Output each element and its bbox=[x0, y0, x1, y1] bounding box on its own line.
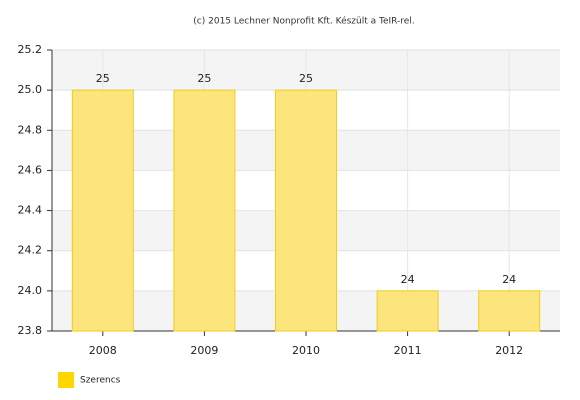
legend-swatch bbox=[58, 372, 74, 388]
x-tick-label: 2012 bbox=[495, 344, 523, 357]
x-tick-label: 2008 bbox=[89, 344, 117, 357]
bar bbox=[275, 89, 337, 332]
y-tick-label: 24.0 bbox=[18, 284, 43, 297]
x-tick-label: 2009 bbox=[190, 344, 218, 357]
y-tick-label: 24.2 bbox=[18, 244, 43, 257]
y-tick-label: 25.2 bbox=[18, 43, 43, 56]
x-tick-label: 2011 bbox=[394, 344, 422, 357]
legend-label: Szerencs bbox=[80, 376, 121, 386]
data-label: 25 bbox=[96, 72, 110, 85]
y-tick-label: 25.0 bbox=[18, 83, 43, 96]
chart-title: (c) 2015 Lechner Nonprofit Kft. Készült … bbox=[193, 16, 414, 27]
y-tick-label: 24.8 bbox=[18, 123, 43, 136]
y-tick-label: 24.6 bbox=[18, 163, 43, 176]
data-label: 25 bbox=[299, 72, 313, 85]
y-tick-label: 23.8 bbox=[18, 324, 43, 337]
data-label: 24 bbox=[401, 273, 415, 286]
data-label: 24 bbox=[502, 273, 516, 286]
data-label: 25 bbox=[197, 72, 211, 85]
bar bbox=[478, 290, 541, 332]
x-tick-label: 2010 bbox=[292, 344, 320, 357]
bar bbox=[71, 89, 134, 332]
bar bbox=[376, 290, 439, 332]
y-tick-label: 24.4 bbox=[18, 204, 43, 217]
bar bbox=[173, 89, 236, 332]
